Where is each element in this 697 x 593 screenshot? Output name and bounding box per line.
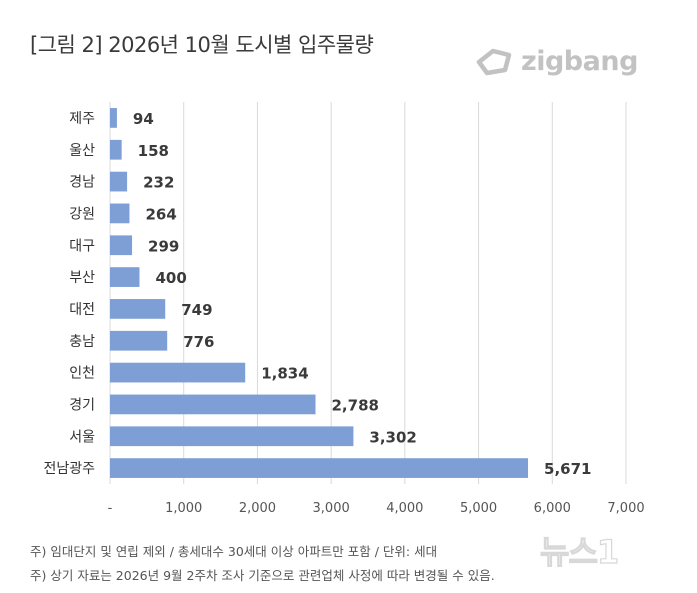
value-label: 264	[145, 205, 176, 223]
value-label: 776	[183, 333, 214, 351]
x-tick-label: 7,000	[607, 501, 644, 516]
bar	[110, 458, 529, 478]
x-tick-label: 1,000	[165, 501, 202, 516]
bar	[110, 426, 354, 447]
footnote-2: 주) 상기 자료는 2026년 9월 2주차 조사 기준으로 관련업체 사정에 …	[30, 568, 495, 583]
category-label: 경남	[69, 175, 95, 191]
bar	[110, 394, 316, 415]
value-label: 232	[143, 174, 174, 192]
value-label: 1,834	[261, 365, 308, 383]
bar	[110, 203, 130, 224]
brand-name: zigbang	[521, 45, 638, 77]
zigbang-logo-icon	[476, 48, 512, 76]
category-label: 강원	[69, 206, 95, 222]
bar	[110, 171, 128, 192]
category-label: 인천	[69, 366, 95, 382]
x-tick-label: 2,000	[239, 501, 276, 516]
category-label: 충남	[69, 334, 95, 350]
category-label: 대전	[69, 302, 95, 318]
category-label: 부산	[69, 270, 95, 286]
bar	[110, 139, 122, 160]
category-label: 경기	[69, 397, 95, 413]
footnote-1: 주) 임대단지 및 연립 제외 / 총세대수 30세대 이상 아파트만 포함 /…	[30, 544, 438, 559]
value-label: 94	[133, 110, 154, 128]
bar	[110, 108, 117, 128]
bar-chart: - 1,000 2,000 3,000 4,000 5,000 6,000 7,000 제주 94…	[43, 102, 645, 516]
bar	[110, 362, 246, 383]
bar	[110, 267, 140, 287]
category-label: 제주	[69, 111, 95, 127]
value-label: 158	[138, 142, 169, 160]
category-label: 대구	[69, 238, 95, 254]
news1-watermark: 뉴스1	[539, 527, 619, 573]
x-tick-label: 3,000	[313, 501, 350, 516]
category-label: 전남광주	[43, 461, 95, 477]
x-tick-label: 6,000	[534, 501, 571, 516]
chart-title: [그림 2] 2026년 10월 도시별 입주물량	[30, 33, 374, 57]
value-label: 400	[155, 269, 186, 287]
category-label: 서울	[69, 429, 95, 445]
value-label: 2,788	[332, 396, 379, 414]
value-label: 299	[148, 237, 179, 255]
category-label: 울산	[69, 143, 95, 159]
brand-logo: zigbang	[475, 44, 638, 78]
bar	[110, 330, 168, 351]
x-tick-label: 4,000	[386, 501, 423, 516]
watermark-text: 뉴스1	[539, 532, 619, 571]
value-label: 5,671	[544, 460, 591, 478]
x-tick-label: -	[108, 501, 113, 516]
value-label: 749	[181, 301, 212, 319]
bar	[110, 235, 133, 256]
value-label: 3,302	[369, 428, 416, 446]
bar	[110, 299, 166, 319]
x-tick-label: 5,000	[460, 501, 497, 516]
